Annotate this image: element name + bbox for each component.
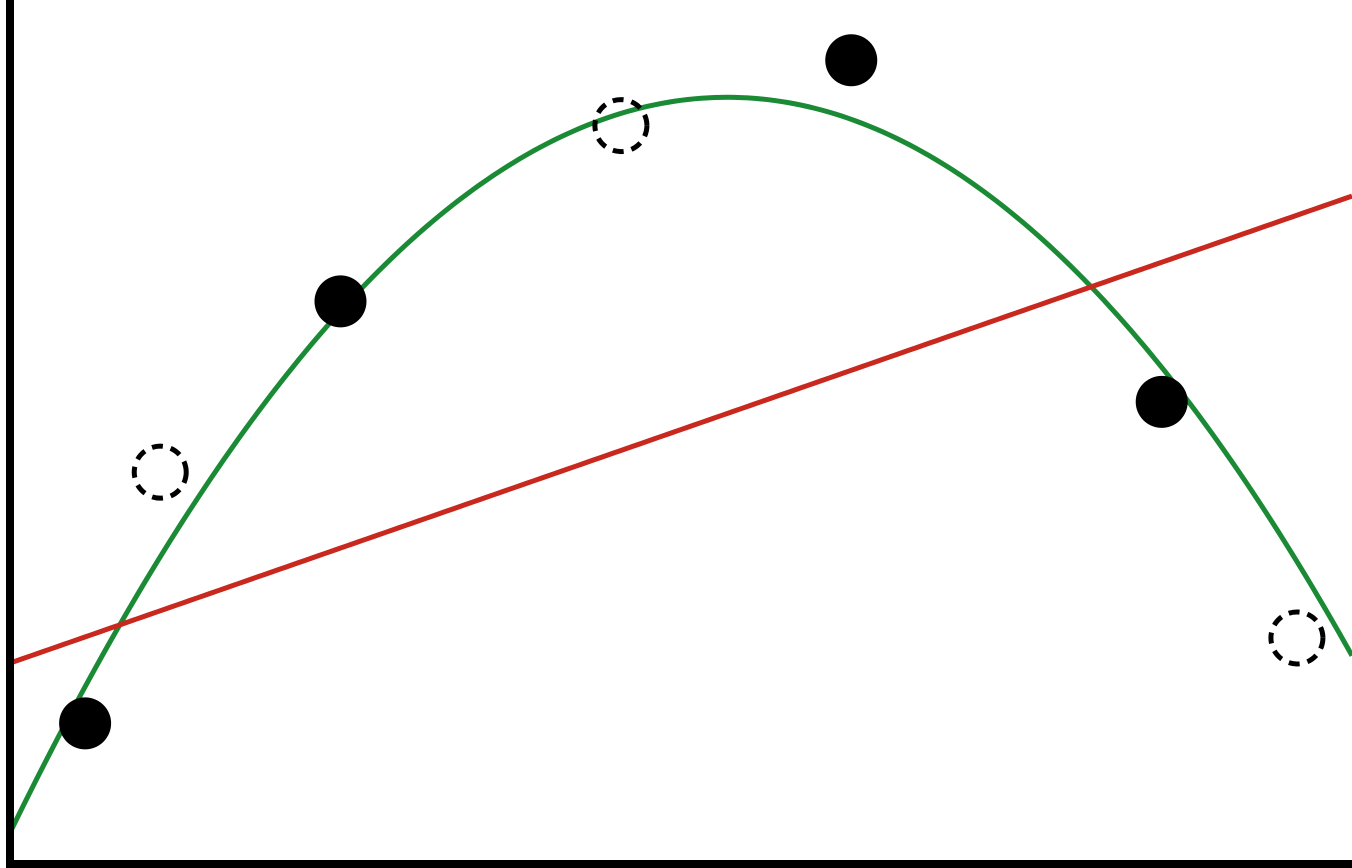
data-point-filled — [825, 34, 878, 87]
data-point-hollow — [131, 443, 189, 501]
data-point-filled — [1135, 375, 1188, 428]
data-point-filled — [314, 275, 367, 328]
data-point-filled — [59, 697, 112, 750]
plot-area — [6, 0, 1352, 868]
linear-fit-line — [9, 193, 1352, 666]
data-point-hollow — [1268, 609, 1326, 667]
quadratic-fit-curve — [7, 94, 1352, 834]
data-point-hollow — [592, 97, 650, 155]
